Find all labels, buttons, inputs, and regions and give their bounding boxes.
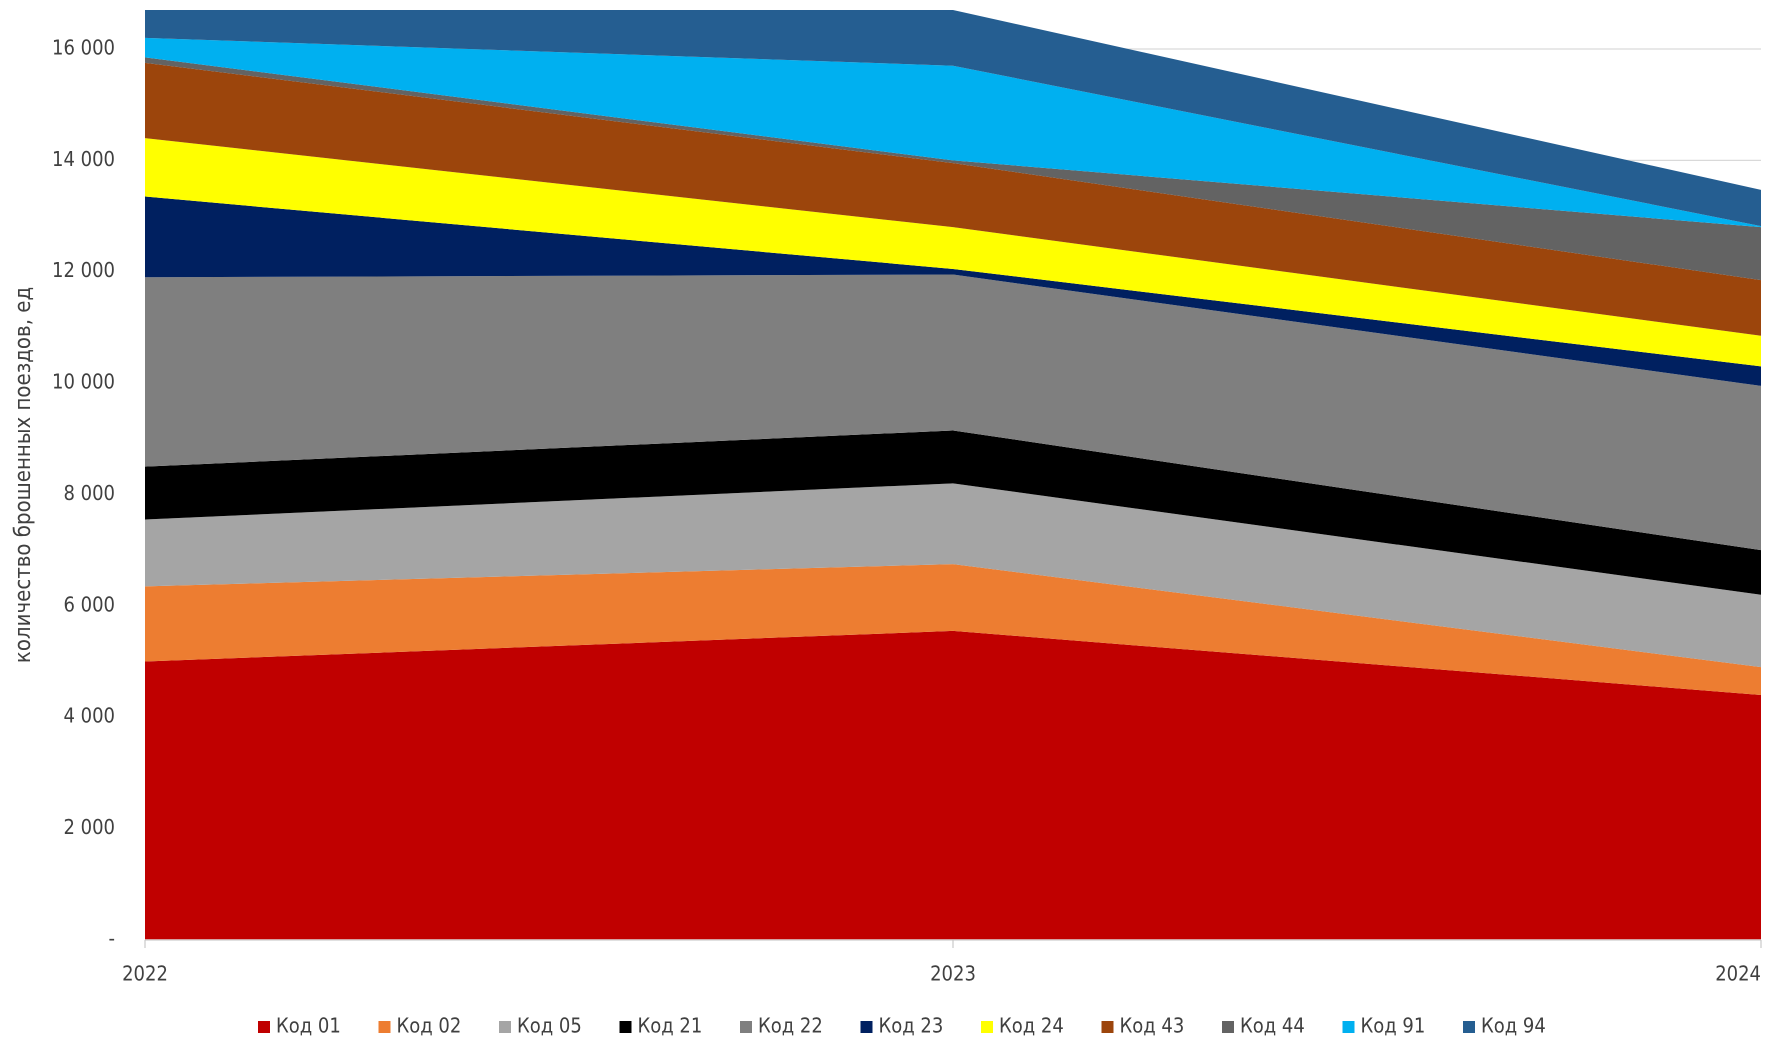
x-tick-label: 2024	[1715, 962, 1761, 986]
area	[145, 274, 1761, 551]
legend-swatch	[740, 1021, 752, 1033]
legend-item: Код 21	[619, 1014, 703, 1038]
legend-item: Код 23	[860, 1014, 944, 1038]
y-tick-label: 2 000	[64, 815, 116, 839]
area	[145, 37, 1761, 228]
legend-label: Код 21	[638, 1014, 703, 1038]
legend-swatch	[860, 1021, 873, 1033]
legend-item: Код 22	[740, 1014, 823, 1038]
y-tick-label: 14 000	[52, 147, 115, 171]
x-tick-label: 2023	[930, 962, 976, 986]
legend-label: Код 01	[276, 1014, 341, 1038]
legend-item: Код 91	[1342, 1014, 1426, 1038]
legend-label: Код 02	[397, 1014, 462, 1038]
area	[145, 10, 1761, 227]
legend-swatch	[1222, 1021, 1234, 1033]
area	[145, 62, 1761, 336]
legend-label: Код 91	[1361, 1014, 1426, 1038]
legend-swatch	[1101, 1021, 1114, 1033]
area	[145, 483, 1761, 668]
legend-item: Код 43	[1101, 1014, 1185, 1038]
y-tick-label: 6 000	[64, 592, 116, 616]
area	[145, 57, 1761, 281]
y-tick-label: 12 000	[52, 258, 115, 282]
y-tick-label: 8 000	[64, 481, 116, 505]
legend-label: Код 05	[517, 1014, 582, 1038]
y-tick-label: 10 000	[52, 370, 115, 394]
legend-swatch	[981, 1021, 993, 1033]
legend-label: Код 44	[1240, 1014, 1305, 1038]
legend-item: Код 01	[258, 1014, 341, 1038]
legend-item: Код 05	[499, 1014, 582, 1038]
legend-item: Код 44	[1222, 1014, 1305, 1038]
area	[145, 430, 1761, 595]
legend-swatch	[1463, 1021, 1475, 1033]
legend-swatch	[378, 1021, 391, 1033]
legend-label: Код 22	[758, 1014, 823, 1038]
area	[145, 564, 1761, 695]
legend-label: Код 23	[879, 1014, 944, 1038]
area	[145, 138, 1761, 367]
x-tick-label: 2022	[122, 962, 168, 986]
area	[145, 196, 1761, 386]
legend-swatch	[258, 1021, 270, 1033]
legend-swatch	[619, 1021, 632, 1033]
legend-swatch	[1342, 1021, 1355, 1033]
y-tick-label: -	[109, 927, 116, 951]
legend-item: Код 24	[981, 1014, 1064, 1038]
legend-item: Код 94	[1463, 1014, 1546, 1038]
y-tick-label: 4 000	[64, 704, 116, 728]
legend-item: Код 02	[378, 1014, 462, 1038]
y-tick-label: 16 000	[52, 35, 115, 59]
y-axis-label: количество брошенных поездов, ед	[11, 287, 36, 663]
legend-label: Код 94	[1481, 1014, 1546, 1038]
legend-label: Код 24	[999, 1014, 1064, 1038]
area	[145, 630, 1761, 940]
legend-swatch	[499, 1021, 511, 1033]
legend-label: Код 43	[1120, 1014, 1185, 1038]
